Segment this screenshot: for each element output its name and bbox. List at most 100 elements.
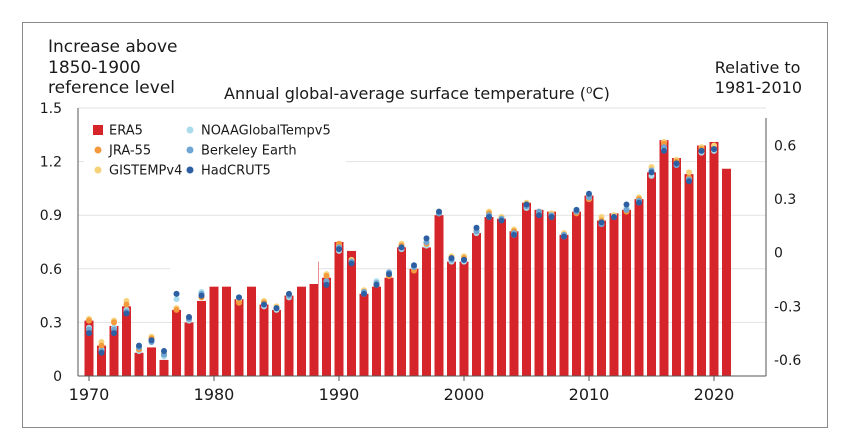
- y-tick-label-right: 0.6: [774, 139, 796, 155]
- dot-hadcrut5: [523, 201, 530, 208]
- bar-era5: [222, 286, 231, 376]
- dot-hadcrut5: [261, 301, 267, 308]
- dot-hadcrut5: [536, 212, 542, 219]
- dot-hadcrut5: [186, 314, 192, 321]
- dot-hadcrut5: [598, 219, 605, 226]
- bar-era5: [522, 202, 531, 376]
- bar-era5: [697, 145, 706, 376]
- bar-era5: [284, 295, 294, 376]
- dot-jra-55: [86, 317, 92, 324]
- dot-hadcrut5: [473, 224, 480, 231]
- dot-hadcrut5: [636, 199, 642, 206]
- bar-era5: [159, 359, 169, 376]
- bar-era5: [372, 286, 381, 376]
- dot-hadcrut5: [573, 206, 580, 213]
- bar-era5: [334, 242, 344, 376]
- legend-swatch-noaaglobaltempv5: [186, 126, 194, 134]
- bar-era5: [397, 247, 406, 376]
- legend-swatch-berkeley-earth: [186, 146, 194, 154]
- bar-era5: [434, 215, 444, 376]
- bar-era5: [647, 172, 656, 376]
- legend-label-jra-55: JRA-55: [108, 144, 151, 159]
- bar-era5: [322, 277, 331, 376]
- dot-hadcrut5: [486, 213, 492, 220]
- x-tick-label: 2020: [694, 385, 735, 404]
- bar-era5: [84, 320, 94, 376]
- bar-era5: [259, 304, 269, 376]
- bar-era5: [359, 293, 369, 376]
- dot-hadcrut5: [511, 231, 517, 238]
- y-tick-label-left: 0.6: [40, 262, 62, 278]
- dot-hadcrut5: [236, 294, 242, 301]
- right-axis-title: Relative to 1981-2010: [715, 58, 802, 98]
- x-tick-label: 1970: [69, 385, 110, 404]
- dot-hadcrut5: [161, 347, 167, 354]
- dot-hadcrut5: [561, 233, 567, 240]
- dot-jra-55: [123, 301, 130, 308]
- bar-era5: [147, 347, 156, 376]
- right-axis-title-line: Relative to: [714, 58, 801, 77]
- dot-hadcrut5: [611, 213, 617, 220]
- y-tick-label-right: 0.3: [774, 192, 796, 208]
- dot-jra-55: [323, 272, 330, 279]
- x-tick-label: 1980: [194, 385, 235, 404]
- bar-era5: [559, 234, 569, 376]
- dot-hadcrut5: [361, 290, 367, 297]
- dot-hadcrut5: [123, 310, 130, 317]
- bar-era5: [509, 231, 519, 376]
- left-axis-title: Increase above 1850-1900 reference level: [48, 37, 177, 99]
- bar-era5: [209, 286, 219, 376]
- left-axis-title-line: Increase above: [48, 37, 178, 57]
- dot-hadcrut5: [448, 255, 455, 262]
- chart-title: Annual global-average surface temperatur…: [224, 84, 610, 103]
- bar-era5: [634, 199, 644, 376]
- y-tick-label-left: 0.3: [40, 315, 62, 331]
- bar-era5: [584, 195, 594, 376]
- bar-era5: [297, 286, 306, 376]
- y-tick-label-right: -0.3: [774, 299, 801, 315]
- bar-era5: [597, 220, 606, 376]
- bar-era5: [672, 158, 681, 376]
- bar-era5: [709, 141, 719, 376]
- dot-hadcrut5: [136, 342, 142, 349]
- y-tick-label-left: 1.5: [40, 101, 62, 117]
- bar-era5: [134, 352, 144, 376]
- y-tick-label-right: -0.6: [774, 353, 801, 369]
- dot-hadcrut5: [698, 147, 705, 154]
- dot-hadcrut5: [273, 305, 280, 312]
- bar-era5: [459, 261, 469, 376]
- dot-hadcrut5: [86, 330, 92, 337]
- bar-era5: [184, 322, 194, 376]
- dot-hadcrut5: [148, 337, 155, 344]
- dot-hadcrut5: [198, 292, 205, 299]
- bar-era5: [272, 309, 281, 376]
- dot-hadcrut5: [386, 271, 392, 278]
- x-tick-label: 2010: [569, 385, 610, 404]
- bar-era5: [347, 250, 356, 376]
- dot-hadcrut5: [423, 235, 430, 242]
- dot-hadcrut5: [661, 147, 667, 154]
- bar-era5: [497, 218, 506, 376]
- legend-label-hadcrut5: HadCRUT5: [201, 164, 271, 179]
- dot-hadcrut5: [586, 190, 592, 197]
- bar-era5: [622, 209, 631, 376]
- dot-hadcrut5: [498, 217, 505, 224]
- y-tick-label-left: 0.9: [40, 208, 62, 224]
- bar-era5: [534, 209, 544, 376]
- dot-jra-55: [98, 342, 105, 349]
- legend-swatch-era5: [93, 125, 103, 135]
- y-tick-label-left: 0: [53, 369, 62, 385]
- legend-swatch-hadcrut5: [186, 166, 194, 174]
- blank-panel: [170, 222, 318, 284]
- dot-hadcrut5: [373, 281, 380, 288]
- dot-hadcrut5: [648, 169, 655, 176]
- bar-era5: [722, 168, 731, 376]
- bar-era5: [659, 140, 669, 376]
- dot-hadcrut5: [336, 246, 342, 253]
- dot-hadcrut5: [548, 213, 555, 220]
- dot-gistempv4: [686, 169, 692, 176]
- bar-era5: [97, 345, 106, 376]
- bar-era5: [572, 211, 581, 376]
- dot-hadcrut5: [711, 146, 717, 153]
